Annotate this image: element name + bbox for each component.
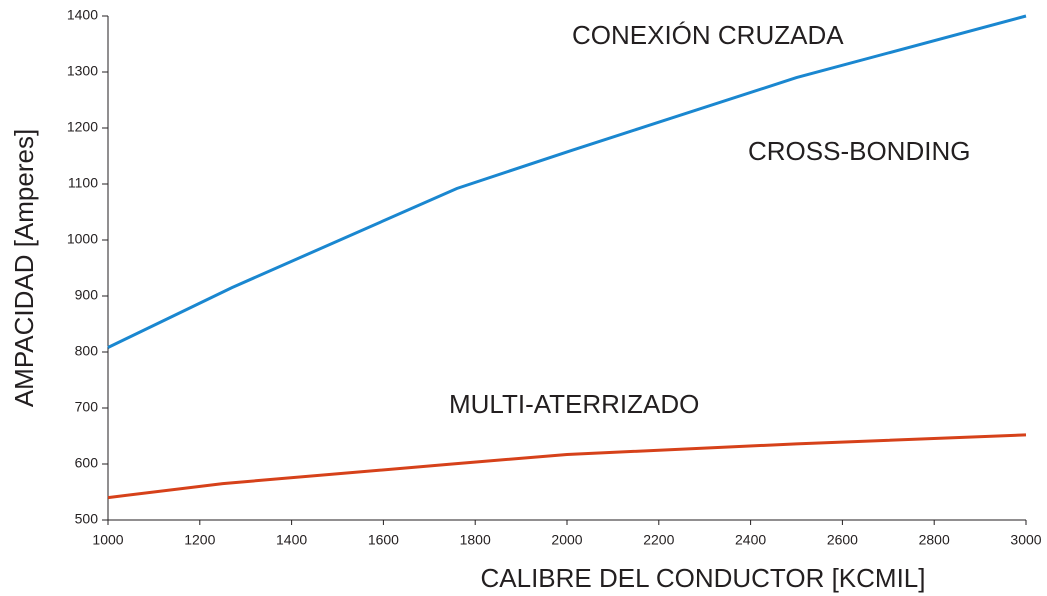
y-tick-label: 1100 — [68, 175, 98, 191]
y-axis-label: AMPACIDAD [Amperes] — [9, 129, 39, 407]
x-tick-label: 1200 — [184, 532, 215, 548]
x-tick-label: 2600 — [827, 532, 858, 548]
y-tick-label: 1200 — [67, 119, 98, 135]
x-tick-label: 2800 — [919, 532, 950, 548]
x-tick-label: 1800 — [460, 532, 491, 548]
x-tick-label: 1000 — [92, 532, 123, 548]
y-tick-label: 600 — [75, 455, 99, 471]
annotation: CROSS-BONDING — [748, 136, 970, 166]
annotation: CONEXIÓN CRUZADA — [572, 20, 844, 50]
x-tick-label: 2000 — [551, 532, 582, 548]
x-tick-label: 1600 — [368, 532, 399, 548]
y-tick-label: 1300 — [67, 63, 98, 79]
y-tick-label: 1000 — [67, 231, 98, 247]
x-axis-label: CALIBRE DEL CONDUCTOR [KCMIL] — [481, 563, 926, 593]
x-tick-label: 2200 — [643, 532, 674, 548]
y-tick-label: 1400 — [67, 7, 98, 23]
y-tick-label: 500 — [75, 511, 99, 527]
line-series — [107, 14, 1027, 349]
x-tick-label: 3000 — [1010, 532, 1041, 548]
x-tick-label: 2400 — [735, 532, 766, 548]
annotation: MULTI-ATERRIZADO — [449, 389, 699, 419]
line-series — [107, 433, 1027, 500]
y-tick-label: 900 — [75, 287, 99, 303]
y-tick-label: 700 — [75, 399, 99, 415]
y-tick-label: 800 — [75, 343, 99, 359]
x-tick-label: 1400 — [276, 532, 307, 548]
